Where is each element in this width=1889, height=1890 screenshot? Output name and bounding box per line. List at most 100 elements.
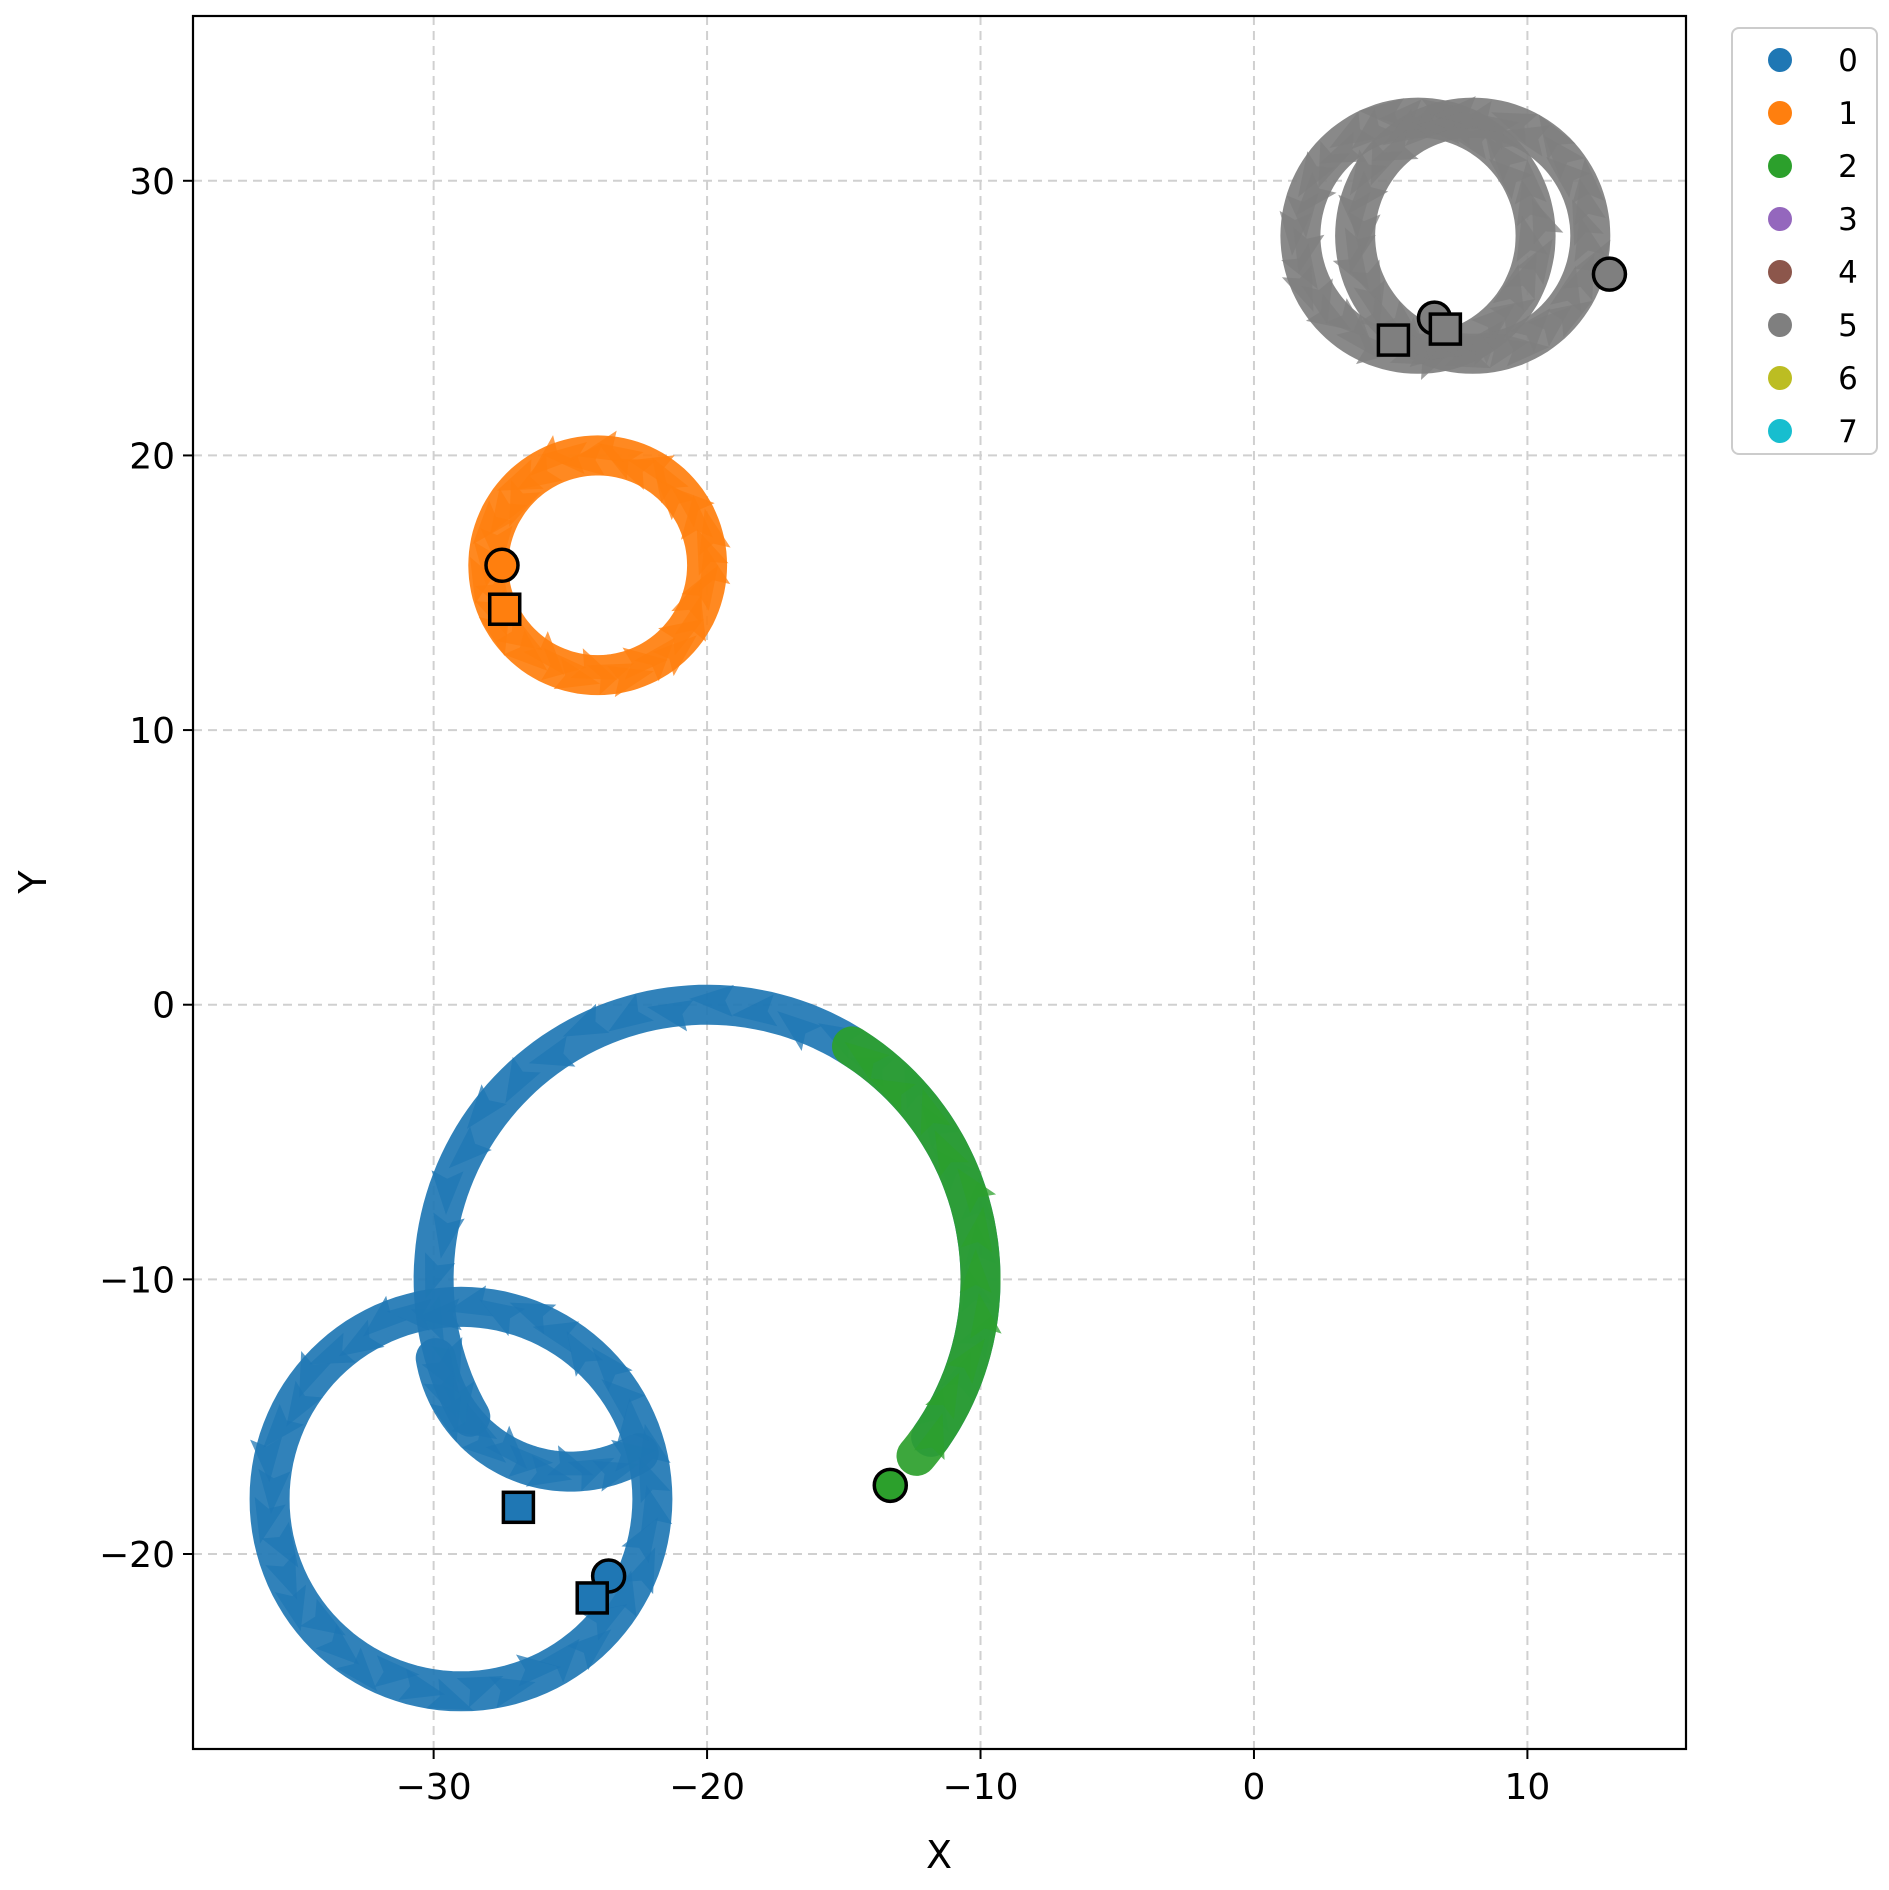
trajectory-arrow <box>1286 192 1319 239</box>
plot-frame <box>191 14 1688 1751</box>
trajectory-arrow <box>960 1206 993 1253</box>
x-axis-label: X <box>926 1833 952 1877</box>
y-axis-label: Y <box>11 870 55 895</box>
trajectory-arrow <box>621 1517 659 1564</box>
trajectory-arrow <box>959 1248 992 1293</box>
trajectory-arrow <box>566 1330 604 1377</box>
legend-swatch-3 <box>1768 207 1792 231</box>
trajectory-arrow <box>265 1552 298 1600</box>
trajectory-arrow <box>466 1084 507 1129</box>
trajectory-arrow <box>509 480 541 527</box>
legend-swatch-2 <box>1768 154 1792 178</box>
trajectory-arrow <box>386 1298 432 1331</box>
trajectory-agent-2 <box>832 1026 1002 1476</box>
legend-label-5: 5 <box>1838 308 1858 344</box>
end-marker-agent-0 <box>575 1581 609 1615</box>
trajectory-arrow <box>1318 141 1350 188</box>
trajectory-arrow <box>431 1170 464 1215</box>
trajectory-arrow <box>456 1676 504 1708</box>
legend-label-0: 0 <box>1838 43 1858 79</box>
trajectory-arrow <box>433 1212 465 1259</box>
trajectory-band <box>832 1026 1001 1476</box>
trajectory-arrow <box>946 1338 986 1384</box>
trajectory-arrow <box>374 1655 420 1688</box>
trajectory-arrow <box>1572 158 1605 204</box>
trajectory-arrow <box>1516 215 1548 262</box>
legend-swatch-6 <box>1768 366 1792 390</box>
end-marker-agent-1 <box>487 592 522 626</box>
trajectory-arrow <box>508 1444 554 1477</box>
end-marker-agent-5 <box>1376 323 1411 357</box>
trajectory-arrow <box>699 545 731 592</box>
trajectory-arrow <box>592 1460 640 1492</box>
trajectory-arrow <box>525 1455 573 1487</box>
trajectory-arrow <box>869 1078 916 1113</box>
y-tick-label: 10 <box>129 711 175 752</box>
trajectory-arrow <box>914 1413 945 1460</box>
start-marker-agent-5 <box>1591 256 1628 292</box>
trajectory-arrow <box>447 1285 494 1317</box>
trajectory-arrow <box>777 1011 822 1052</box>
trajectory-arrow <box>1329 111 1376 148</box>
trajectory-arrow <box>336 1647 378 1692</box>
trajectory-arrow <box>601 1379 646 1420</box>
legend-swatch-0 <box>1768 48 1792 72</box>
y-tick-label: 20 <box>129 436 175 477</box>
trajectory-arrow <box>261 1521 299 1568</box>
trajectory-arrow <box>286 1380 323 1427</box>
trajectory-arrow <box>263 1403 304 1448</box>
trajectory-arrow <box>1281 264 1314 312</box>
trajectory-arrow <box>315 1624 360 1665</box>
trajectory-arrow <box>844 1041 890 1081</box>
trajectory-arrow <box>641 1485 673 1532</box>
trajectory-arrow <box>1348 211 1381 258</box>
x-tick-label: −10 <box>943 1767 1019 1808</box>
trajectory-arrow <box>1358 98 1404 131</box>
legend-label-6: 6 <box>1838 361 1858 397</box>
legend-swatch-7 <box>1768 419 1792 443</box>
trajectory-arrow <box>925 1372 960 1420</box>
start-marker-agent-2 <box>872 1467 909 1504</box>
trajectory-arrow <box>423 1370 456 1418</box>
trajectory-arrow <box>1546 300 1593 338</box>
x-tick-label: 10 <box>1504 1767 1550 1808</box>
trajectory-arrow <box>528 1035 576 1067</box>
trajectory-arrow <box>1504 334 1550 367</box>
trajectory-arrow <box>1382 108 1429 146</box>
trajectory-arrow <box>496 613 543 651</box>
trajectory-arrow <box>250 1437 282 1483</box>
trajectory-arrow <box>515 1654 562 1687</box>
trajectory-arrow <box>731 994 778 1027</box>
trajectory-arrow <box>970 1292 1002 1339</box>
trajectory-arrow <box>363 1295 407 1337</box>
trajectory-arrow <box>538 1638 580 1683</box>
trajectory-arrow <box>934 1130 969 1177</box>
y-tick-label: −10 <box>99 1260 175 1301</box>
trajectory-arrow <box>308 1332 356 1365</box>
trajectory-arrow <box>1409 335 1455 368</box>
trajectory-arrow <box>338 1319 385 1357</box>
trajectory-arrow <box>425 1252 456 1300</box>
trajectory-arrow <box>489 1676 536 1708</box>
trajectory-arrow <box>689 984 734 1017</box>
marker-layer <box>484 256 1628 1615</box>
trajectory-arrow <box>1514 159 1547 205</box>
trajectory-arrow <box>562 1003 610 1037</box>
axis-ticks: −30 −20 −10 0 10 −20 −10 0 10 20 30 <box>99 162 1550 1808</box>
trajectory-arrow <box>258 1468 291 1515</box>
trajectory-arrow <box>274 1584 306 1632</box>
trajectory-arrow <box>300 1598 346 1636</box>
trajectory-arrow <box>1489 298 1536 336</box>
trajectory-arrow <box>699 508 731 556</box>
legend-label-1: 1 <box>1838 96 1858 132</box>
trajectory-arrow <box>299 1351 331 1398</box>
trajectory-arrow <box>639 1423 671 1471</box>
legend-label-7: 7 <box>1838 414 1858 450</box>
trajectory-arrow <box>416 1298 462 1331</box>
trajectory-arrow <box>503 630 548 671</box>
trajectory-arrow <box>617 1398 649 1444</box>
trajectory-arrow <box>398 1668 446 1700</box>
trajectory-layer <box>249 96 1611 1712</box>
trajectory-arrow <box>505 1056 541 1104</box>
trajectory-arrow <box>532 1321 580 1353</box>
